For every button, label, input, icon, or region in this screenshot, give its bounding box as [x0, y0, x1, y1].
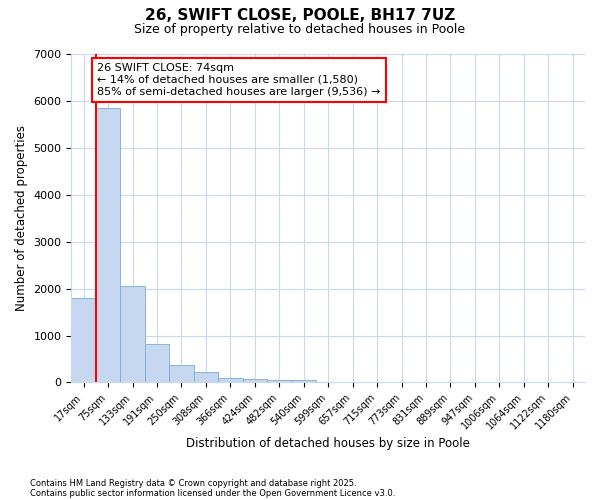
Bar — [242, 378, 267, 382]
Bar — [121, 286, 145, 382]
Text: 26, SWIFT CLOSE, POOLE, BH17 7UZ: 26, SWIFT CLOSE, POOLE, BH17 7UZ — [145, 8, 455, 22]
Bar — [96, 108, 121, 382]
Text: 26 SWIFT CLOSE: 74sqm
← 14% of detached houses are smaller (1,580)
85% of semi-d: 26 SWIFT CLOSE: 74sqm ← 14% of detached … — [97, 64, 380, 96]
Text: Contains public sector information licensed under the Open Government Licence v3: Contains public sector information licen… — [30, 488, 395, 498]
Bar — [267, 380, 292, 382]
Bar — [218, 378, 242, 382]
Y-axis label: Number of detached properties: Number of detached properties — [15, 125, 28, 311]
Bar — [194, 372, 218, 382]
Text: Size of property relative to detached houses in Poole: Size of property relative to detached ho… — [134, 22, 466, 36]
Bar — [145, 344, 169, 383]
Bar — [292, 380, 316, 382]
X-axis label: Distribution of detached houses by size in Poole: Distribution of detached houses by size … — [186, 437, 470, 450]
Text: Contains HM Land Registry data © Crown copyright and database right 2025.: Contains HM Land Registry data © Crown c… — [30, 478, 356, 488]
Bar — [71, 298, 96, 382]
Bar — [169, 365, 194, 382]
